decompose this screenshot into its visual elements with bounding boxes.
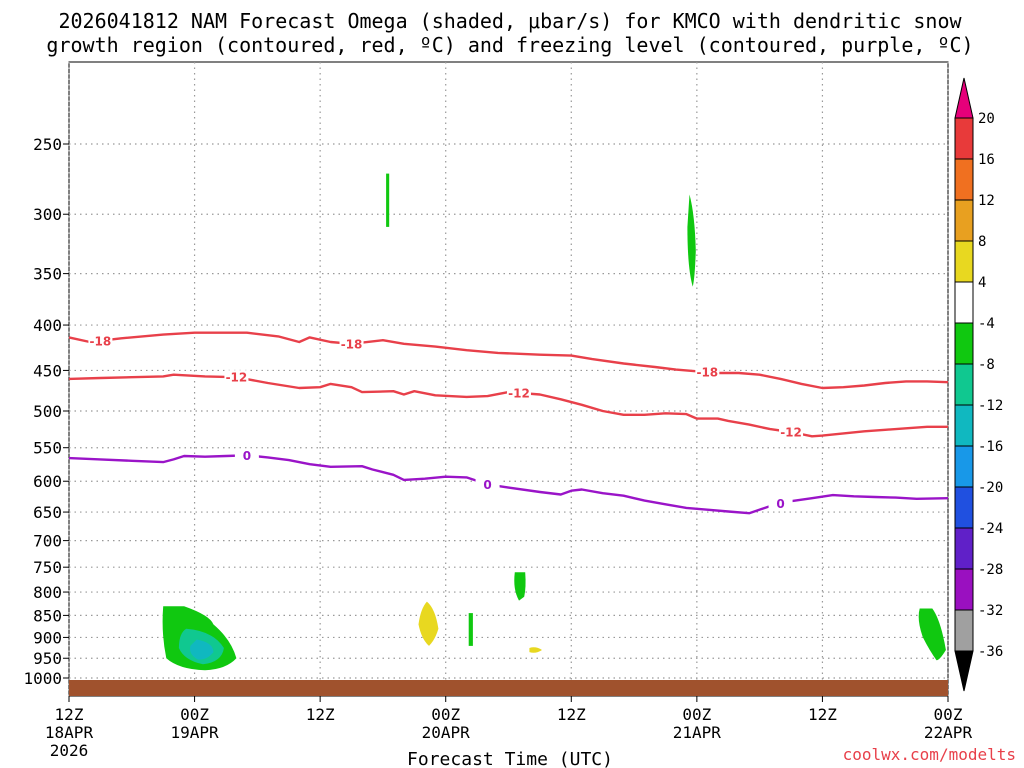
y-tick-label: 300	[33, 205, 62, 224]
colorbar-arrow-bottom	[954, 650, 974, 692]
y-tick-label: 750	[33, 558, 62, 577]
colorbar-segment	[954, 404, 974, 447]
omega-region-upward-6	[918, 608, 946, 661]
contour-label: 0	[483, 478, 491, 492]
y-tick-label: 550	[33, 439, 62, 458]
omega-region-upward-3	[687, 194, 696, 287]
x-tick-label: 12Z	[55, 705, 84, 724]
x-tick-label: 22APR	[924, 723, 973, 742]
contour-label-bg	[224, 370, 249, 385]
contour-label: -18	[696, 366, 718, 380]
colorbar-label: 4	[978, 275, 986, 291]
colorbar-segment	[954, 322, 974, 365]
contour-label-bg	[234, 448, 259, 463]
x-axis-label: Forecast Time (UTC)	[407, 749, 613, 768]
x-tick-label: 00Z	[180, 705, 209, 724]
y-tick-label: 400	[33, 316, 62, 335]
contour-label-bg	[768, 496, 793, 511]
x-tick-label: 00Z	[682, 705, 711, 724]
colorbar-segment	[954, 158, 974, 201]
colorbar-label: -32	[978, 603, 1003, 619]
contour-label: -18	[341, 337, 363, 351]
plot-frame	[68, 61, 949, 697]
colorbar-label: -4	[978, 316, 995, 332]
colorbar-segment	[954, 281, 974, 324]
y-tick-label: 800	[33, 583, 62, 602]
contour-label-bg	[88, 333, 113, 348]
y-tick-label: 250	[33, 135, 62, 154]
contour-label-bg	[506, 385, 531, 400]
contour-line	[68, 331, 949, 390]
colorbar-segment	[954, 527, 974, 570]
y-tick-label: 700	[33, 532, 62, 551]
omega-region-upward-core-inner	[190, 639, 214, 660]
colorbar-label: 16	[978, 152, 995, 168]
omega-region-upward-2	[386, 173, 390, 227]
colorbar-label: -16	[978, 439, 1003, 455]
x-tick-label: 12Z	[808, 705, 837, 724]
colorbar-segment	[954, 240, 974, 283]
colorbar-segment	[954, 363, 974, 406]
y-tick-label: 350	[33, 265, 62, 284]
x-tick-label: 19APR	[170, 723, 219, 742]
omega-region-downward-2	[529, 647, 542, 653]
x-tick-label: 00Z	[431, 705, 460, 724]
y-tick-label: 950	[33, 649, 62, 668]
colorbar-label: -36	[978, 644, 1003, 660]
contour-label-bg	[695, 365, 720, 380]
x-tick-label: 12Z	[557, 705, 586, 724]
colorbar-label: 8	[978, 234, 986, 250]
x-tick-label: 2026	[50, 741, 89, 760]
colorbar-label: -8	[978, 357, 995, 373]
x-tick-label: 18APR	[45, 723, 94, 742]
y-tick-label: 450	[33, 361, 62, 380]
contour-label: -12	[226, 371, 248, 385]
temperature-contours: -18 -18 -18 -12 -12 -12 0 0 0	[68, 331, 949, 515]
contour-label: 0	[243, 449, 251, 463]
plot-area	[68, 61, 949, 697]
axes: 250 300 350 400 450 500 550 600 650 700 750 800 850 9…	[23, 135, 972, 760]
y-tick-label: 1000	[23, 669, 62, 688]
credit-text: coolwx.com/modelts	[843, 745, 1016, 764]
y-tick-label: 900	[33, 628, 62, 647]
ground-surface	[69, 680, 948, 696]
colorbar-segment	[954, 199, 974, 242]
contour-line	[68, 373, 948, 438]
contour-label-bg	[779, 424, 804, 439]
omega-colorbar: 20 16 12 8 4 -4 -8 -12 -16 -20 -24 -28 -32 -36	[954, 77, 1003, 692]
colorbar-segment	[954, 117, 974, 160]
colorbar-label: -12	[978, 398, 1003, 414]
contour-label-bg	[475, 477, 500, 492]
x-tick-label: 12Z	[306, 705, 335, 724]
y-tick-label: 850	[33, 606, 62, 625]
contour-label: 0	[776, 497, 784, 511]
x-tick-label: 21APR	[673, 723, 722, 742]
colorbar-label: 20	[978, 111, 995, 127]
omega-region-upward-5	[514, 572, 526, 601]
colorbar-arrow-top	[954, 77, 974, 119]
x-tick-label: 20APR	[422, 723, 471, 742]
y-tick-label: 500	[33, 402, 62, 421]
colorbar-label: -28	[978, 562, 1003, 578]
chart-title-line-2: growth region (contoured, red, ºC) and f…	[46, 33, 973, 57]
y-tick-label: 600	[33, 472, 62, 491]
omega-shaded-regions	[162, 173, 946, 671]
chart-title-line-1: 2026041812 NAM Forecast Omega (shaded, μ…	[58, 9, 962, 33]
y-tick-label: 650	[33, 503, 62, 522]
colorbar-segment	[954, 609, 974, 652]
colorbar-label: -24	[978, 521, 1003, 537]
contour-label: -12	[508, 386, 530, 400]
colorbar-label: -20	[978, 480, 1003, 496]
contour-label: -12	[780, 425, 802, 439]
colorbar-segment	[954, 445, 974, 488]
contour-label-bg	[339, 336, 364, 351]
colorbar-segment	[954, 568, 974, 611]
x-tick-label: 00Z	[934, 705, 963, 724]
colorbar-label: 12	[978, 193, 995, 209]
colorbar-segment	[954, 486, 974, 529]
omega-region-downward-1	[418, 601, 439, 646]
contour-label: -18	[90, 334, 112, 348]
omega-region-upward-4	[468, 613, 473, 646]
